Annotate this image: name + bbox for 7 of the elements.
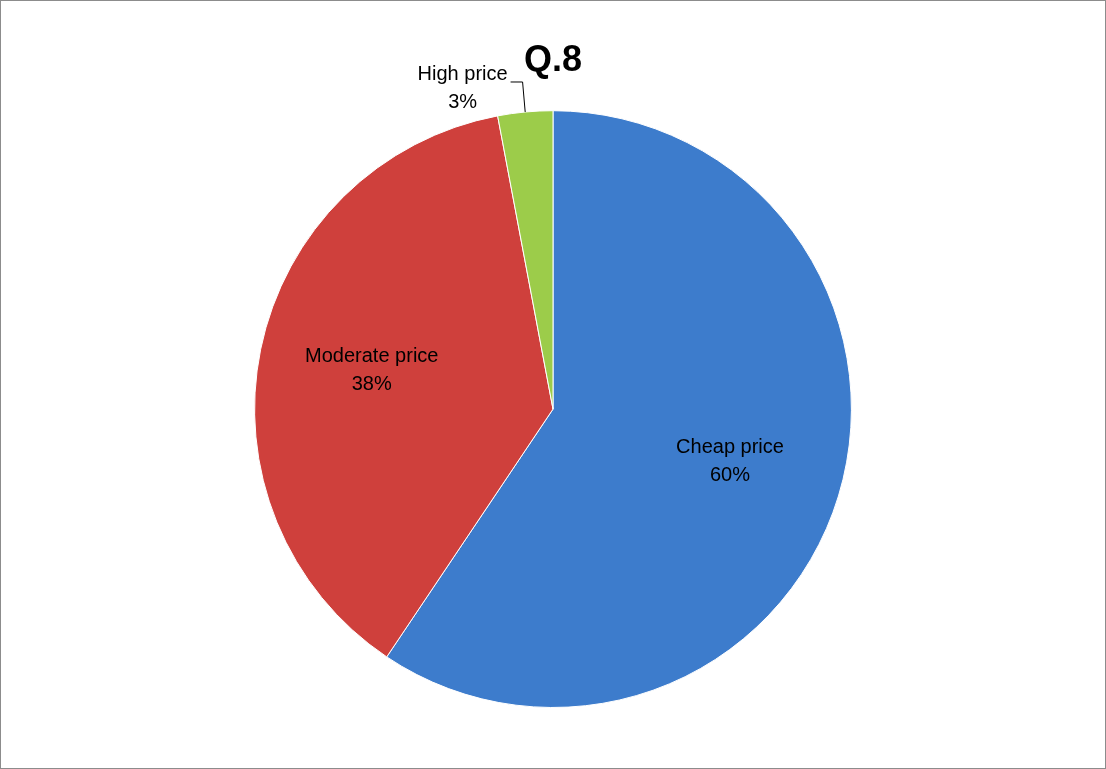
slice-label: Moderate price [305, 343, 439, 366]
data-label: 60% [709, 462, 751, 485]
data-label: 38% [351, 371, 392, 394]
slice-label: High price [417, 62, 508, 84]
slice-label: Cheap price [676, 434, 784, 457]
chart-title: Q.8 [523, 37, 583, 79]
data-label: 3% [448, 90, 478, 112]
